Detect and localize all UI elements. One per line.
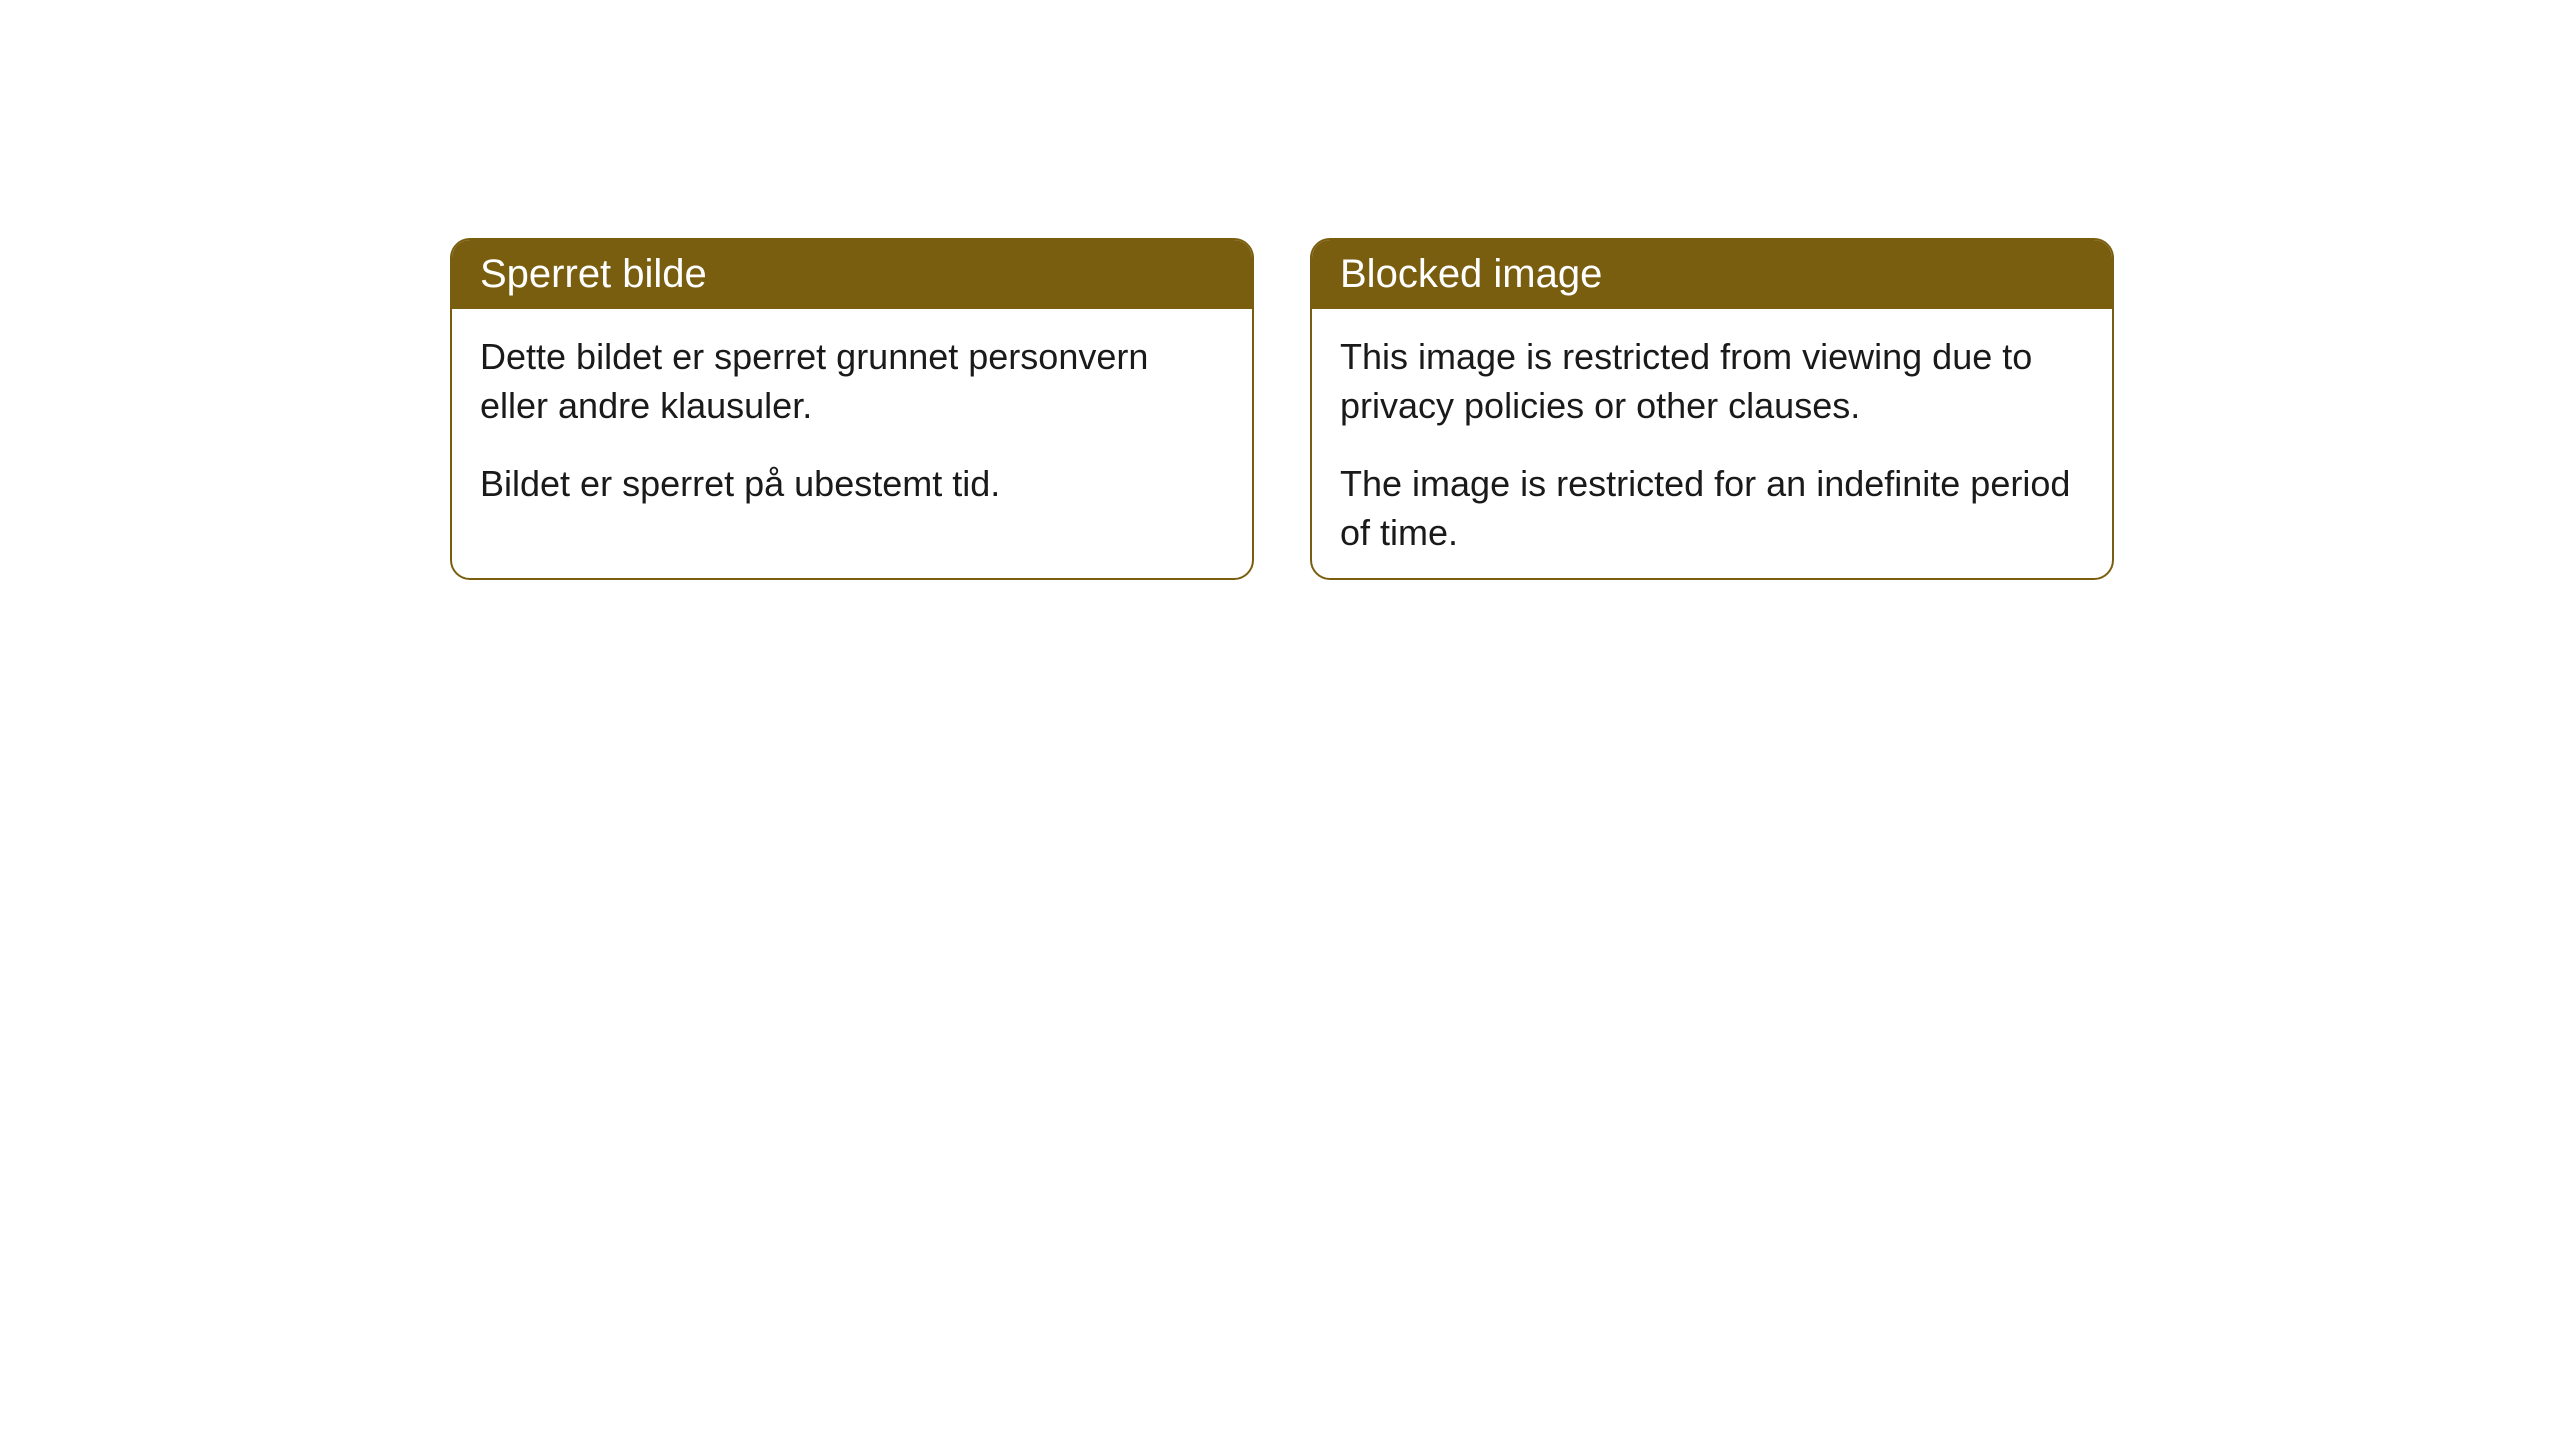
blocked-image-card-norwegian: Sperret bilde Dette bildet er sperret gr…	[450, 238, 1254, 580]
card-body: This image is restricted from viewing du…	[1312, 309, 2112, 580]
card-header: Sperret bilde	[452, 240, 1252, 309]
card-header: Blocked image	[1312, 240, 2112, 309]
card-paragraph: This image is restricted from viewing du…	[1340, 333, 2084, 430]
card-title: Sperret bilde	[480, 252, 707, 296]
card-body: Dette bildet er sperret grunnet personve…	[452, 309, 1252, 549]
notice-card-container: Sperret bilde Dette bildet er sperret gr…	[450, 238, 2560, 580]
blocked-image-card-english: Blocked image This image is restricted f…	[1310, 238, 2114, 580]
card-paragraph: The image is restricted for an indefinit…	[1340, 460, 2084, 557]
card-title: Blocked image	[1340, 252, 1602, 296]
card-paragraph: Bildet er sperret på ubestemt tid.	[480, 460, 1224, 509]
card-paragraph: Dette bildet er sperret grunnet personve…	[480, 333, 1224, 430]
